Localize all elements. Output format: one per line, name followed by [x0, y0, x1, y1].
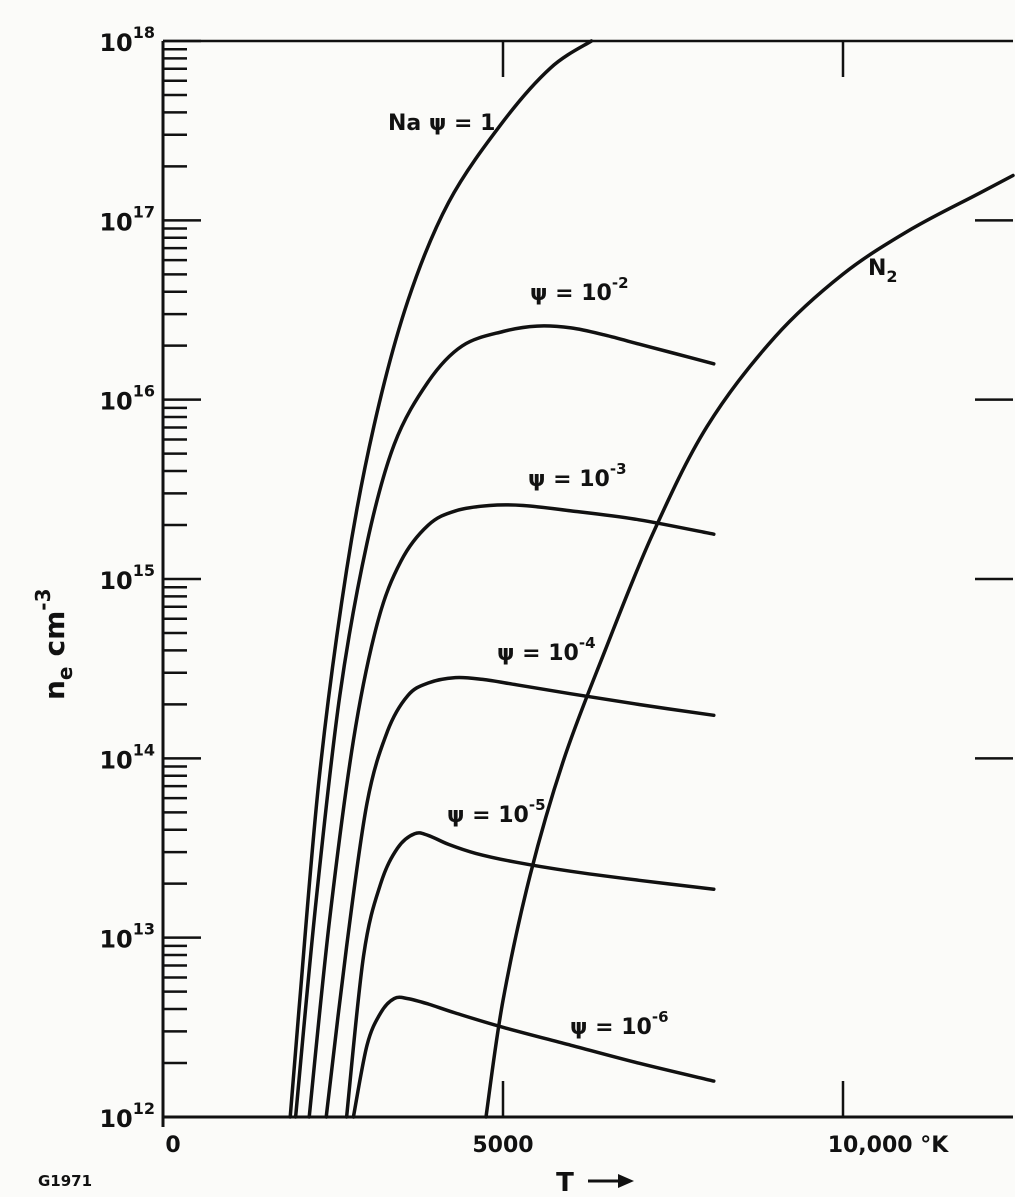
x-arrow-head [618, 1174, 634, 1188]
figure-id: G1971 [38, 1172, 93, 1190]
y-tick-label: 1015 [99, 561, 155, 595]
series-label-10-6: ψ = 10-6 [570, 1008, 669, 1040]
series-label-na-1: Na ψ = 1 [388, 111, 495, 136]
curve-10-3 [307, 503, 716, 1119]
x-axis-title: T [556, 1168, 574, 1197]
y-axis-title: necm-3 [31, 588, 77, 700]
y-tick-label: 1016 [99, 382, 155, 416]
curve-10-5 [344, 831, 716, 1119]
labels-group: 1012 1013 1014 1015 1016 1017 1018 0 5000 10,000 … [31, 23, 949, 1197]
y-tick-label: 1012 [99, 1099, 155, 1133]
x-tick-label: 0 [165, 1133, 180, 1158]
series-label-10-5: ψ = 10-5 [447, 796, 546, 828]
curves-group [288, 39, 1015, 1119]
series-label-n2: N2 [868, 256, 898, 286]
curve-10-6 [351, 995, 716, 1119]
y-tick-label: 1014 [99, 740, 155, 774]
curve-n2 [484, 173, 1015, 1119]
tick-marks [163, 39, 1013, 1119]
series-label-10-2: ψ = 10-2 [530, 274, 629, 306]
y-tick-label: 1013 [99, 920, 155, 954]
curve-10-2 [293, 324, 716, 1119]
series-label-10-3: ψ = 10-3 [528, 460, 627, 492]
axes-frame [161, 39, 1013, 1127]
series-label-10-4: ψ = 10-4 [497, 634, 596, 666]
y-tick-label: 1017 [99, 202, 155, 236]
x-tick-label: 5000 [472, 1133, 533, 1158]
y-tick-label: 1018 [99, 23, 155, 57]
curve-na-1 [288, 39, 594, 1119]
curve-10-4 [324, 675, 716, 1119]
x-axis-end-label: 10,000 °K [828, 1133, 950, 1158]
